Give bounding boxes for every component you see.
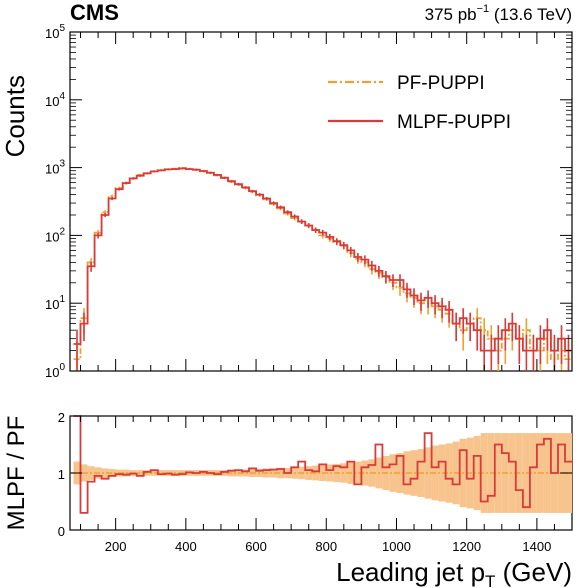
lumi-superscript: −1: [477, 3, 490, 15]
uncertainty-band-bin: [529, 433, 537, 513]
uncertainty-band-bin: [277, 467, 285, 479]
uncertainty-band-bin: [389, 454, 397, 492]
ratio-y-ticks: 0 1 2: [58, 410, 572, 539]
x-axis-title: Leading jet pT (GeV): [336, 557, 572, 588]
y-tick-label: 102: [45, 226, 65, 244]
legend-label-mlpf: MLPF-PUPPI: [397, 112, 511, 133]
uncertainty-band-bin: [221, 470, 228, 476]
y-tick-label: 101: [45, 294, 65, 312]
ratio-x-ticks: 200 400 600 800 1000 1200 1400: [80, 416, 573, 554]
x-tick-label: 600: [245, 539, 267, 554]
x-axis-title-subscript: T: [485, 572, 495, 588]
legend: PF-PUPPI MLPF-PUPPI: [328, 73, 511, 133]
uncertainty-band-bin: [424, 447, 432, 499]
uncertainty-band-bin: [108, 469, 116, 477]
uncertainty-band-bin: [473, 435, 481, 510]
ratio-panel: 0 1 2 200 400 600 800 1000 1200 1400 MLPF / PF L…: [3, 410, 573, 588]
y-tick-label: 103: [45, 159, 65, 177]
y-tick-label: 100: [45, 362, 65, 380]
uncertainty-band-bin: [101, 468, 109, 478]
uncertainty-band-bin: [508, 433, 516, 513]
main-panel: 100 101 102 103 104 105 Counts PF-PUPPI MLPF-…: [0, 23, 573, 380]
main-y-axis-title: Counts: [0, 75, 30, 157]
uncertainty-band-bin: [445, 443, 453, 503]
uncertainty-band-bin: [354, 461, 362, 485]
ratio-y-tick-label: 0: [58, 524, 65, 539]
legend-label-pf: PF-PUPPI: [397, 73, 485, 94]
uncertainty-band-bin: [326, 464, 334, 482]
ratio-y-axis-title: MLPF / PF: [3, 416, 30, 531]
x-axis-title-main: Leading jet p: [336, 557, 485, 587]
main-y-ticks: 100 101 102 103 104 105: [45, 23, 572, 380]
x-axis-title-unit: (GeV): [495, 557, 572, 587]
uncertainty-band-bin: [157, 470, 165, 476]
main-series-layer: [73, 167, 572, 371]
main-x-ticks: [80, 32, 573, 371]
lumi-label: 375 pb−1 (13.6 TeV): [425, 3, 572, 24]
x-tick-label: 1200: [452, 539, 481, 554]
ratio-y-tick-label: 2: [58, 410, 65, 425]
uncertainty-band-bin: [480, 433, 488, 513]
ratio-series-line: [73, 415, 572, 514]
uncertainty-band-bin: [305, 466, 313, 480]
uncertainty-band-bin: [361, 460, 369, 486]
y-tick-label: 104: [45, 91, 65, 109]
y-tick-label: 105: [45, 23, 65, 41]
uncertainty-band-bin: [136, 470, 144, 476]
ratio-series-layer: [70, 415, 572, 514]
uncertainty-band-bin: [242, 469, 249, 477]
main-plot-frame: [69, 31, 573, 372]
cms-label: CMS: [70, 0, 119, 25]
x-tick-label: 1000: [382, 539, 411, 554]
series-pf-puppi-line: [73, 167, 572, 360]
x-tick-label: 1400: [522, 539, 551, 554]
x-tick-label: 800: [315, 539, 337, 554]
ratio-y-tick-label: 1: [58, 467, 65, 482]
series-mlpf-puppi-line: [73, 167, 572, 352]
lumi-value: 375 pb: [425, 5, 477, 24]
lumi-energy: (13.6 TeV): [489, 5, 572, 24]
x-tick-label: 400: [175, 539, 197, 554]
x-tick-label: 200: [105, 539, 127, 554]
uncertainty-band-bin: [270, 468, 278, 478]
